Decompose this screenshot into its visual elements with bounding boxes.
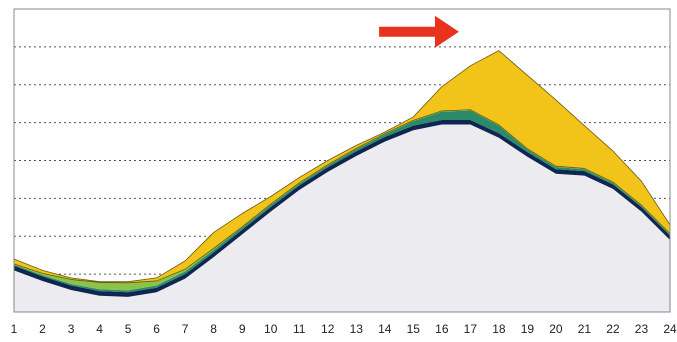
x-tick-label: 7 xyxy=(182,322,189,336)
x-tick-label: 23 xyxy=(635,322,649,336)
series-areas xyxy=(13,50,671,312)
annotations xyxy=(379,15,459,48)
x-tick-label: 18 xyxy=(492,322,506,336)
x-tick-label: 14 xyxy=(378,322,392,336)
x-tick-label: 20 xyxy=(549,322,563,336)
x-tick-label: 6 xyxy=(153,322,160,336)
x-tick-label: 2 xyxy=(39,322,46,336)
x-tick-label: 5 xyxy=(125,322,132,336)
x-tick-label: 16 xyxy=(435,322,449,336)
series-area-1 xyxy=(14,124,670,312)
x-tick-label: 10 xyxy=(264,322,278,336)
x-tick-label: 9 xyxy=(239,322,246,336)
x-tick-label: 13 xyxy=(350,322,364,336)
x-tick-label: 21 xyxy=(578,322,592,336)
x-tick-label: 24 xyxy=(663,322,677,336)
plot-frame xyxy=(13,8,671,313)
x-tick-label: 11 xyxy=(293,322,306,336)
x-tick-label: 19 xyxy=(521,322,535,336)
x-axis-ticks: 1 2 3 4 5 6 7 8 9 10 11 12 13 14 15 16 17 18 19 20 21 22 23 24 xyxy=(11,322,677,336)
plot-border xyxy=(13,8,671,313)
x-tick-label: 22 xyxy=(606,322,620,336)
x-tick-label: 4 xyxy=(96,322,103,336)
x-tick-label: 15 xyxy=(407,322,421,336)
x-tick-label: 8 xyxy=(210,322,217,336)
x-tick-label: 12 xyxy=(321,322,335,336)
x-tick-label: 3 xyxy=(68,322,75,336)
x-tick-label: 17 xyxy=(464,322,478,336)
x-tick-label: 1 xyxy=(11,322,18,336)
arrow-right-icon xyxy=(379,15,459,48)
